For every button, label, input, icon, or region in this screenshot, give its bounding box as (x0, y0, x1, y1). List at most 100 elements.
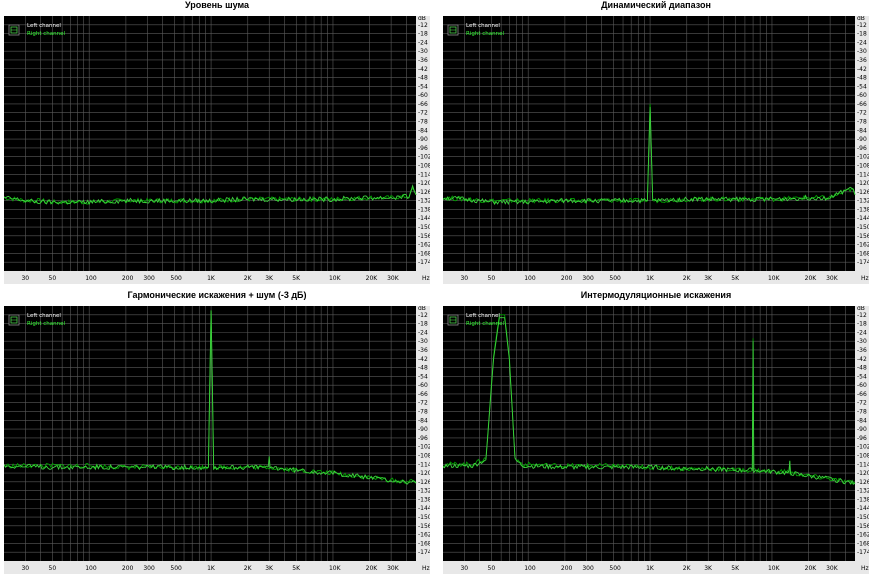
x-tick-label: 20K (805, 275, 818, 282)
x-tick-label: 2K (244, 275, 253, 282)
y-axis-panel (416, 16, 430, 284)
x-tick-label: 2K (683, 275, 692, 282)
x-tick-label: 1K (646, 565, 655, 572)
y-tick-label: -108 (857, 162, 869, 169)
y-axis-panel (855, 16, 869, 284)
legend-right-label: Right channel (466, 321, 504, 327)
y-tick-label: -156 (857, 523, 869, 530)
y-tick-label: -162 (418, 532, 430, 539)
panel-imd: Интермодуляционные искажения dB -12 -18 -24… (443, 290, 869, 575)
y-tick-label: -114 (857, 461, 869, 468)
y-tick-label: -48 (418, 365, 428, 372)
legend: Left channel Right channel (447, 23, 504, 37)
y-tick-label: -126 (857, 479, 869, 486)
y-tick-label: -18 (857, 321, 867, 328)
x-tick-label: 3K (265, 275, 274, 282)
x-tick-label: 200 (122, 565, 134, 572)
y-tick-label: -36 (418, 347, 428, 354)
y-tick-label: -72 (857, 110, 867, 117)
y-tick-label: -138 (857, 496, 869, 503)
y-tick-label: -132 (418, 488, 430, 495)
y-tick-label: -108 (418, 162, 430, 169)
y-tick-label: -60 (418, 92, 428, 99)
series-line-left (4, 187, 417, 205)
legend-right-label: Right channel (466, 31, 504, 37)
y-tick-label: -150 (857, 224, 869, 231)
y-tick-label: -144 (857, 215, 869, 222)
x-tick-label: 5K (292, 275, 301, 282)
x-tick-label: 500 (609, 275, 621, 282)
y-tick-label: -144 (418, 215, 430, 222)
legend-icon (8, 314, 20, 326)
y-tick-label: -84 (418, 127, 428, 134)
y-tick-label: -84 (857, 417, 867, 424)
legend-icon (447, 314, 459, 326)
y-tick-label: -150 (418, 514, 430, 521)
y-tick-label: -42 (857, 356, 867, 363)
y-tick-label: -66 (857, 101, 867, 108)
y-tick-label: -18 (857, 31, 867, 38)
y-tick-label: -120 (418, 470, 430, 477)
x-tick-label: 50 (49, 275, 57, 282)
x-tick-label: 20K (366, 565, 379, 572)
y-tick-label: -12 (418, 312, 428, 319)
y-tick-label: -48 (857, 75, 867, 82)
legend-left-label: Left channel (466, 23, 500, 29)
x-tick-label: 10K (329, 275, 342, 282)
x-tick-label: 100 (524, 275, 536, 282)
legend-icon (447, 24, 459, 36)
y-tick-label: -78 (857, 409, 867, 416)
x-tick-label: 2K (683, 565, 692, 572)
y-tick-label: -126 (857, 189, 869, 196)
y-tick-label: -12 (857, 312, 867, 319)
x-tick-label: 3K (704, 275, 713, 282)
legend: Left channel Right channel (8, 313, 65, 327)
y-tick-label: -30 (857, 48, 867, 55)
y-tick-label: -144 (857, 505, 869, 512)
y-tick-label: -96 (418, 435, 428, 442)
y-tick-label: -156 (418, 523, 430, 530)
panel-thd-noise: Гармонические искажения + шум (-3 дБ) dB… (4, 290, 430, 575)
y-tick-label: -48 (857, 365, 867, 372)
legend-right-label: Right channel (27, 321, 65, 327)
x-tick-label: 200 (122, 275, 134, 282)
y-tick-label: -78 (418, 119, 428, 126)
y-tick-label: -108 (418, 452, 430, 459)
y-tick-label: -102 (857, 444, 869, 451)
legend-icon (8, 24, 20, 36)
x-tick-label: Hz (422, 275, 430, 282)
y-tick-label: -84 (857, 127, 867, 134)
y-tick-label: dB (857, 306, 865, 312)
y-tick-label: -66 (418, 101, 428, 108)
x-tick-label: 100 (524, 565, 536, 572)
y-tick-label: -126 (418, 189, 430, 196)
y-tick-label: -114 (418, 461, 430, 468)
x-tick-label: Hz (861, 275, 869, 282)
legend-left-label: Left channel (27, 313, 61, 319)
x-tick-label: 5K (292, 565, 301, 572)
y-tick-label: -24 (418, 329, 428, 336)
y-tick-label: -138 (418, 206, 430, 213)
x-tick-label: 30 (21, 565, 29, 572)
y-tick-label: -48 (418, 75, 428, 82)
y-tick-label: -138 (857, 206, 869, 213)
y-tick-label: -120 (857, 180, 869, 187)
y-tick-label: -90 (857, 136, 867, 143)
y-tick-label: -66 (857, 391, 867, 398)
y-tick-label: dB (857, 16, 865, 22)
y-tick-label: -102 (418, 444, 430, 451)
x-tick-label: 1K (646, 275, 655, 282)
x-tick-label: 5K (731, 275, 740, 282)
y-tick-label: -162 (418, 242, 430, 249)
y-tick-label: -150 (857, 514, 869, 521)
x-tick-label: 30 (460, 565, 468, 572)
chart-plot: dB-12 -18-24 -30 -36 -42 -48-54 -60 -66 -72 -78-8… (4, 16, 430, 284)
y-tick-label: -174 (857, 549, 869, 556)
y-tick-label: -174 (857, 259, 869, 266)
x-tick-label: 5K (731, 565, 740, 572)
y-tick-label: -144 (418, 505, 430, 512)
x-tick-label: 30 (460, 275, 468, 282)
x-tick-label: 500 (170, 565, 182, 572)
y-tick-label: -132 (857, 488, 869, 495)
y-tick-label: -54 (857, 83, 867, 90)
